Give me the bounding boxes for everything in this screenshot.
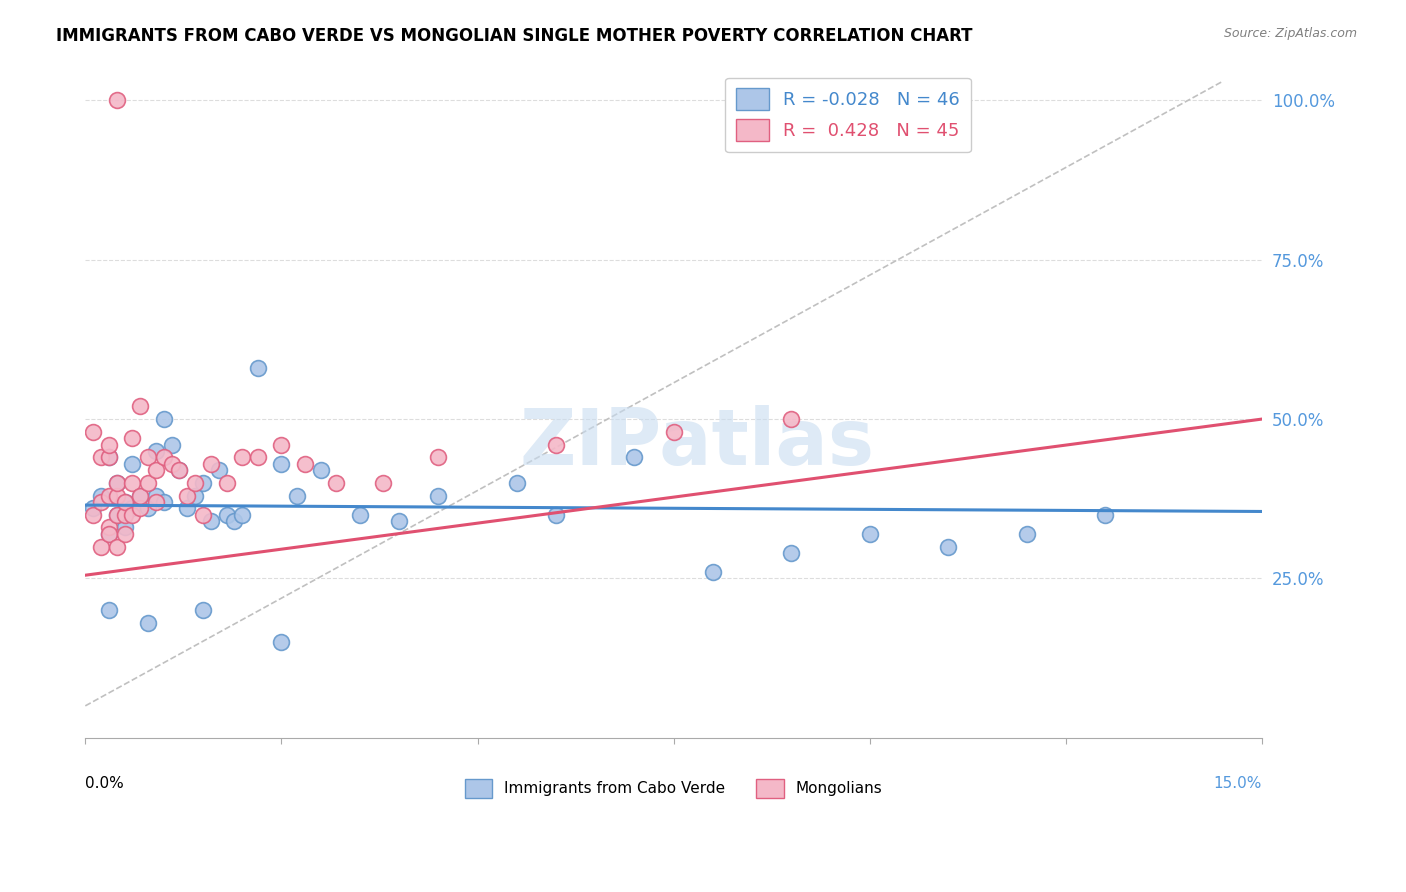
- Point: [936, 540, 959, 554]
- Point: [231, 450, 253, 465]
- Point: [160, 437, 183, 451]
- Point: [105, 540, 128, 554]
- Point: [176, 501, 198, 516]
- Point: [129, 501, 152, 516]
- Point: [152, 450, 174, 465]
- Point: [184, 489, 207, 503]
- Point: [388, 514, 411, 528]
- Point: [121, 457, 143, 471]
- Point: [544, 437, 567, 451]
- Point: [1094, 508, 1116, 522]
- Point: [231, 508, 253, 522]
- Point: [309, 463, 332, 477]
- Text: Source: ZipAtlas.com: Source: ZipAtlas.com: [1223, 27, 1357, 40]
- Point: [121, 475, 143, 490]
- Point: [160, 457, 183, 471]
- Point: [169, 463, 191, 477]
- Point: [105, 94, 128, 108]
- Point: [90, 540, 112, 554]
- Point: [105, 489, 128, 503]
- Point: [285, 489, 308, 503]
- Point: [97, 520, 120, 534]
- Point: [702, 565, 724, 579]
- Text: ZIPatlas: ZIPatlas: [520, 405, 875, 482]
- Point: [373, 475, 395, 490]
- Point: [97, 450, 120, 465]
- Legend: Immigrants from Cabo Verde, Mongolians: Immigrants from Cabo Verde, Mongolians: [458, 772, 889, 804]
- Point: [191, 508, 214, 522]
- Point: [224, 514, 246, 528]
- Point: [82, 425, 104, 439]
- Point: [105, 508, 128, 522]
- Point: [114, 526, 136, 541]
- Point: [129, 489, 152, 503]
- Text: 0.0%: 0.0%: [86, 776, 124, 791]
- Text: 15.0%: 15.0%: [1213, 776, 1263, 791]
- Point: [200, 457, 222, 471]
- Point: [169, 463, 191, 477]
- Point: [105, 475, 128, 490]
- Point: [780, 412, 803, 426]
- Point: [780, 546, 803, 560]
- Point: [90, 495, 112, 509]
- Point: [105, 508, 128, 522]
- Point: [270, 457, 292, 471]
- Point: [270, 635, 292, 649]
- Point: [145, 495, 167, 509]
- Point: [145, 463, 167, 477]
- Point: [191, 603, 214, 617]
- Point: [121, 508, 143, 522]
- Point: [136, 501, 159, 516]
- Point: [82, 508, 104, 522]
- Point: [325, 475, 347, 490]
- Point: [544, 508, 567, 522]
- Point: [662, 425, 685, 439]
- Point: [184, 475, 207, 490]
- Point: [1015, 526, 1038, 541]
- Point: [349, 508, 371, 522]
- Point: [427, 489, 450, 503]
- Point: [176, 489, 198, 503]
- Point: [97, 526, 120, 541]
- Point: [859, 526, 882, 541]
- Text: IMMIGRANTS FROM CABO VERDE VS MONGOLIAN SINGLE MOTHER POVERTY CORRELATION CHART: IMMIGRANTS FROM CABO VERDE VS MONGOLIAN …: [56, 27, 973, 45]
- Point: [294, 457, 316, 471]
- Point: [427, 450, 450, 465]
- Point: [145, 489, 167, 503]
- Point: [121, 501, 143, 516]
- Point: [145, 444, 167, 458]
- Point: [90, 489, 112, 503]
- Point: [114, 495, 136, 509]
- Point: [97, 489, 120, 503]
- Point: [136, 450, 159, 465]
- Point: [97, 603, 120, 617]
- Point: [215, 475, 238, 490]
- Point: [215, 508, 238, 522]
- Point: [136, 615, 159, 630]
- Point: [129, 489, 152, 503]
- Point: [82, 501, 104, 516]
- Point: [114, 508, 136, 522]
- Point: [121, 431, 143, 445]
- Point: [97, 526, 120, 541]
- Point: [90, 450, 112, 465]
- Point: [152, 412, 174, 426]
- Point: [129, 400, 152, 414]
- Point: [152, 495, 174, 509]
- Point: [506, 475, 529, 490]
- Point: [191, 475, 214, 490]
- Point: [97, 437, 120, 451]
- Point: [200, 514, 222, 528]
- Point: [114, 520, 136, 534]
- Point: [246, 450, 269, 465]
- Point: [623, 450, 645, 465]
- Point: [97, 450, 120, 465]
- Point: [105, 475, 128, 490]
- Point: [270, 437, 292, 451]
- Point: [246, 361, 269, 376]
- Point: [208, 463, 231, 477]
- Point: [136, 475, 159, 490]
- Point: [114, 495, 136, 509]
